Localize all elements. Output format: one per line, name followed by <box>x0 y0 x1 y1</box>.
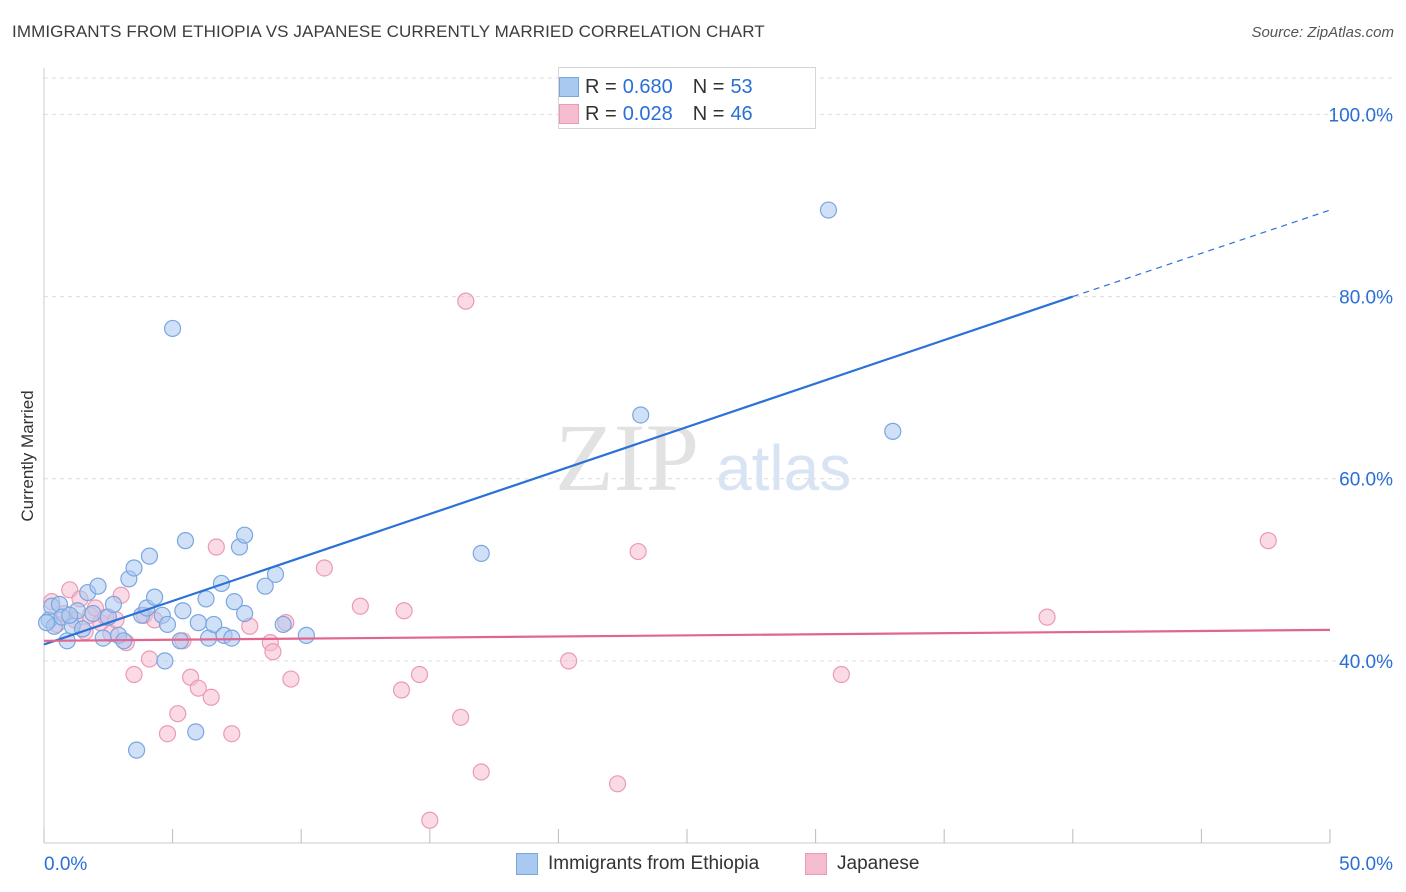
data-point-ethiopia <box>84 604 102 623</box>
legend-r-label: R = <box>585 75 617 98</box>
legend-r-label: R = <box>585 102 617 125</box>
legend-label-japanese: Japanese <box>837 853 920 874</box>
data-point-japanese <box>395 602 413 620</box>
trendlines <box>43 209 1331 646</box>
y-tick-label: 80.0% <box>1339 288 1393 309</box>
y-tick-label: 60.0% <box>1339 470 1393 491</box>
data-point-japanese <box>608 775 627 793</box>
data-point-japanese <box>560 652 578 670</box>
data-point-ethiopia <box>187 723 205 741</box>
legend-item-japanese[interactable]: Japanese <box>805 852 919 876</box>
data-point-ethiopia <box>89 577 107 595</box>
data-point-ethiopia <box>164 319 182 338</box>
x-tick-label: 0.0% <box>44 854 87 875</box>
data-point-ethiopia <box>819 201 838 219</box>
data-point-ethiopia <box>632 406 650 424</box>
data-point-japanese <box>457 292 475 310</box>
x-tick-label: 50.0% <box>1339 854 1393 875</box>
data-point-japanese <box>315 559 333 577</box>
watermark-atlas: atlas <box>716 432 851 504</box>
legend-swatch-blue <box>516 853 538 875</box>
data-point-ethiopia <box>236 526 254 544</box>
data-point-ethiopia <box>236 604 254 623</box>
legend-r-value: 0.028 <box>622 102 673 125</box>
data-point-ethiopia <box>884 422 902 440</box>
data-point-ethiopia <box>158 615 177 634</box>
legend-swatch-pink <box>805 853 827 875</box>
legend-row-ethiopia: R = 0.680 N = 53 <box>559 75 753 99</box>
data-point-japanese <box>169 705 187 723</box>
data-point-ethiopia <box>274 615 292 634</box>
legend-n-label: N = <box>692 102 725 125</box>
data-point-japanese <box>125 665 143 684</box>
series-ethiopia <box>37 201 902 759</box>
data-point-ethiopia <box>171 632 189 650</box>
data-point-japanese <box>410 665 429 684</box>
data-point-ethiopia <box>189 614 207 632</box>
data-point-japanese <box>223 725 241 743</box>
data-point-ethiopia <box>127 741 146 759</box>
data-point-japanese <box>392 681 411 699</box>
trendline-ethiopia-extension <box>1072 209 1331 298</box>
y-tick-label: 100.0% <box>1329 105 1394 126</box>
data-point-japanese <box>1259 532 1277 550</box>
axes <box>43 68 1331 844</box>
legend-n-value: 46 <box>730 102 753 125</box>
chart-title: IMMIGRANTS FROM ETHIOPIA VS JAPANESE CUR… <box>12 22 765 41</box>
data-point-japanese <box>282 670 300 688</box>
legend-n-value: 53 <box>730 75 753 98</box>
data-point-japanese <box>189 679 207 697</box>
data-point-ethiopia <box>205 615 223 634</box>
watermark: ZIP atlas <box>555 404 851 511</box>
data-point-ethiopia <box>140 547 159 565</box>
data-point-japanese <box>207 538 225 556</box>
data-point-japanese <box>472 763 490 781</box>
gridlines <box>44 77 1392 662</box>
series-japanese <box>43 292 1277 829</box>
data-point-japanese <box>202 688 220 706</box>
legend-n-label: N = <box>692 75 725 98</box>
data-point-japanese <box>351 597 369 615</box>
stats-legend: R = 0.680 N = 53 R = 0.028 N = 46 <box>558 67 816 129</box>
data-point-japanese <box>158 725 177 743</box>
data-point-japanese <box>629 542 647 561</box>
data-point-japanese <box>140 650 159 668</box>
data-point-japanese <box>1038 608 1056 626</box>
data-point-ethiopia <box>156 652 174 670</box>
data-point-japanese <box>264 643 282 661</box>
legend-swatch-blue <box>559 77 579 97</box>
data-point-ethiopia <box>297 626 315 644</box>
data-point-japanese <box>832 665 850 684</box>
legend-r-value: 0.680 <box>622 75 673 98</box>
legend-item-ethiopia[interactable]: Immigrants from Ethiopia <box>516 852 759 876</box>
data-point-japanese <box>421 811 439 829</box>
trendline-japanese <box>43 628 1331 642</box>
legend-label-ethiopia: Immigrants from Ethiopia <box>548 853 760 874</box>
data-point-japanese <box>452 708 470 726</box>
trendline-ethiopia <box>43 295 1074 646</box>
legend-swatch-pink <box>559 104 579 124</box>
data-point-ethiopia <box>145 588 164 606</box>
data-point-ethiopia <box>104 595 123 613</box>
data-point-ethiopia <box>256 577 274 595</box>
data-point-ethiopia <box>174 602 192 620</box>
data-point-ethiopia <box>125 559 143 577</box>
data-point-ethiopia <box>197 590 215 608</box>
data-point-ethiopia <box>472 544 490 562</box>
data-point-ethiopia <box>94 629 112 647</box>
y-tick-label: 40.0% <box>1339 652 1393 673</box>
legend-row-japanese: R = 0.028 N = 46 <box>559 102 753 126</box>
data-point-ethiopia <box>176 532 195 550</box>
data-point-ethiopia <box>61 606 79 624</box>
tick-labels: 40.0% 60.0% 80.0% 100.0% 0.0% 50.0% <box>44 105 1393 875</box>
data-point-ethiopia <box>225 593 243 611</box>
watermark-zip: ZIP <box>555 404 699 511</box>
data-point-ethiopia <box>37 614 56 632</box>
source-label: Source: ZipAtlas.com <box>1251 24 1394 41</box>
